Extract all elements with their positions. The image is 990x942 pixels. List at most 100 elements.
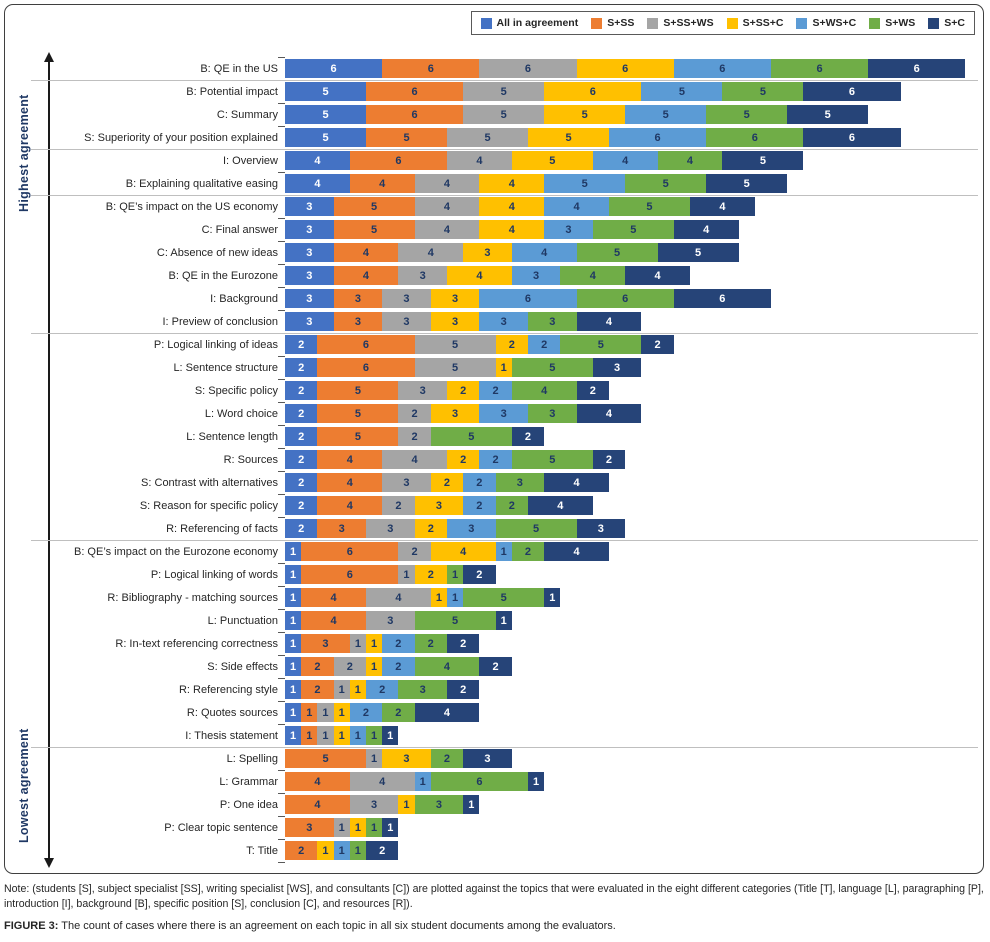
bar-segment: 4 bbox=[285, 174, 350, 193]
bar-segment: 5 bbox=[285, 105, 366, 124]
category-label: B: Explaining qualitative easing bbox=[125, 177, 278, 190]
bar-segment: 4 bbox=[576, 312, 642, 331]
bar-segment: 2 bbox=[285, 473, 318, 492]
bar-segment: 1 bbox=[285, 565, 302, 584]
bar-segment: 1 bbox=[317, 703, 334, 722]
bar-segment: 3 bbox=[365, 519, 415, 538]
bar-segment: 5 bbox=[592, 220, 674, 239]
bar-segment: 5 bbox=[430, 427, 512, 446]
category-label: B: QE’s impact on the US economy bbox=[105, 200, 278, 213]
bar-segment: 5 bbox=[285, 82, 366, 101]
bar-segment: 3 bbox=[285, 818, 334, 837]
bar-segment: 1 bbox=[349, 634, 366, 653]
bar-segment: 5 bbox=[333, 197, 415, 216]
bar-segment: 3 bbox=[285, 312, 334, 331]
category-label: P: Logical linking of ideas bbox=[153, 338, 278, 351]
chart-row: C: Final answer 3 5 4 4 3 5 4 bbox=[5, 218, 983, 241]
bar-segment: 6 bbox=[576, 59, 674, 78]
bar-segment: 2 bbox=[285, 381, 318, 400]
bar-segment: 1 bbox=[349, 726, 366, 745]
bar-segment: 4 bbox=[285, 151, 350, 170]
bar-segment: 5 bbox=[576, 243, 658, 262]
bar-segment: 5 bbox=[511, 151, 593, 170]
chart-row: T: Title 2 1 1 1 2 bbox=[5, 839, 983, 862]
bar-segment: 2 bbox=[285, 450, 318, 469]
category-label: B: Potential impact bbox=[186, 85, 278, 98]
bar-segment: 2 bbox=[349, 703, 383, 722]
bar-segment: 3 bbox=[414, 795, 464, 814]
bar-segment: 3 bbox=[430, 312, 480, 331]
bar-segment: 3 bbox=[463, 749, 512, 768]
category-label: T: Title bbox=[246, 844, 278, 857]
bar-segment: 6 bbox=[706, 128, 804, 147]
chart-row: B: QE’s impact on the US economy 3 5 4 4 4 5 4 bbox=[5, 195, 983, 218]
group-separator bbox=[31, 149, 978, 150]
bar-segment: 4 bbox=[382, 450, 447, 469]
bar-segment: 1 bbox=[366, 749, 383, 768]
chart-row: L: Word choice 2 5 2 3 3 3 4 bbox=[5, 402, 983, 425]
bar-segment: 2 bbox=[479, 657, 512, 676]
legend-item: S+SS+C bbox=[726, 17, 783, 29]
bar-segment: 1 bbox=[349, 818, 366, 837]
bar-segment: 6 bbox=[544, 82, 642, 101]
bar-segment: 1 bbox=[365, 726, 383, 745]
bar-segment: 4 bbox=[317, 450, 383, 469]
axis-tick bbox=[278, 57, 285, 58]
bar-segment: 1 bbox=[463, 795, 480, 814]
chart-row: S: Contrast with alternatives 2 4 3 2 2 3 4 bbox=[5, 471, 983, 494]
bar-segment: 4 bbox=[544, 197, 609, 216]
bar-segment: 5 bbox=[317, 404, 399, 423]
bar-segment: 4 bbox=[285, 772, 350, 791]
category-label: R: In-text referencing correctness bbox=[115, 637, 278, 650]
bar-segment: 1 bbox=[301, 726, 318, 745]
bar-segment: 1 bbox=[495, 542, 512, 561]
chart-rows: B: QE in the US 6 6 6 6 6 6 6 B: Potential impac… bbox=[5, 57, 983, 863]
category-label: I: Background bbox=[210, 292, 278, 305]
bar-segment: 1 bbox=[333, 726, 350, 745]
axis-tick bbox=[278, 793, 285, 794]
axis-tick bbox=[278, 701, 285, 702]
axis-tick bbox=[278, 356, 285, 357]
chart-row: R: Quotes sources 1 1 1 1 2 2 4 bbox=[5, 701, 983, 724]
bar-segment: 6 bbox=[803, 82, 901, 101]
bar-segment: 4 bbox=[333, 243, 399, 262]
category-label: S: Side effects bbox=[207, 660, 278, 673]
bar-segment: 2 bbox=[430, 473, 464, 492]
category-label: R: Sources bbox=[223, 453, 278, 466]
bar-segment: 2 bbox=[382, 496, 415, 515]
chart-row: I: Thesis statement 1 1 1 1 1 1 1 bbox=[5, 724, 983, 747]
bar-segment: 2 bbox=[414, 565, 447, 584]
legend-label: S+SS+WS bbox=[663, 17, 714, 29]
bar-segment: 2 bbox=[446, 634, 480, 653]
axis-tick bbox=[278, 632, 285, 633]
chart-row: B: Potential impact 5 6 5 6 5 5 6 bbox=[5, 80, 983, 103]
legend-swatch bbox=[726, 17, 738, 29]
bar-segment: 1 bbox=[430, 588, 447, 607]
bar-segment: 1 bbox=[285, 634, 302, 653]
bar-segment: 2 bbox=[463, 565, 496, 584]
bar-segment: 3 bbox=[349, 795, 399, 814]
axis-tick bbox=[278, 724, 285, 725]
bar-segment: 1 bbox=[446, 588, 464, 607]
category-label: R: Referencing style bbox=[178, 683, 278, 696]
legend-label: S+C bbox=[944, 17, 965, 29]
chart-row: I: Preview of conclusion 3 3 3 3 3 3 4 bbox=[5, 310, 983, 333]
category-label: C: Absence of new ideas bbox=[156, 246, 278, 259]
bar-segment: 1 bbox=[398, 565, 415, 584]
bar-segment: 3 bbox=[285, 220, 334, 239]
bar-segment: 1 bbox=[285, 680, 302, 699]
bar-segment: 3 bbox=[398, 680, 447, 699]
